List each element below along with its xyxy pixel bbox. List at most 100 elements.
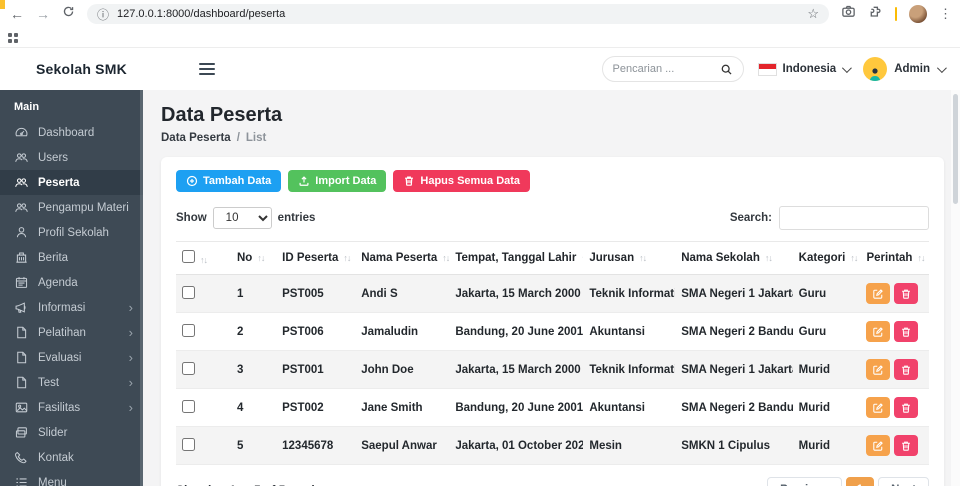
breadcrumb-current: List [245,132,267,144]
cell-tempat-tanggal-lahir: Bandung, 20 June 2001 [449,312,584,351]
column-header-label: Jurusan [589,252,635,264]
sidebar-item-pengampu-materi[interactable]: Pengampu Materi [0,195,143,220]
address-bar[interactable]: ⓘ 127.0.0.1:8000/dashboard/peserta ☆ [87,4,829,24]
cell-nama-peserta: Jane Smith [355,388,450,427]
sidebar-item-users[interactable]: Users [0,145,143,170]
header-search-input[interactable] [612,63,714,75]
browser-forward-icon[interactable]: → [36,6,50,22]
breadcrumb-root[interactable]: Data Peserta [161,132,231,144]
row-checkbox[interactable] [182,323,195,337]
sidebar-item-dashboard[interactable]: Dashboard [0,120,143,145]
sidebar-item-label: Users [38,151,69,164]
delete-row-button[interactable] [894,321,919,342]
chevron-down-icon [842,62,853,73]
sidebar-item-label: Peserta [38,176,80,189]
cell-no: 2 [230,312,277,351]
bookmarks-bar [0,28,960,48]
column-header-kategori[interactable]: Kategori ↑↓ [792,241,861,275]
sidebar-item-peserta[interactable]: Peserta [0,170,143,195]
browser-profile-avatar[interactable] [909,5,927,23]
column-header-label: ID Peserta [282,252,339,264]
column-header-tempat-tanggal-lahir[interactable]: Tempat, Tanggal Lahir ↑↓ [449,241,584,275]
column-header-nama-sekolah[interactable]: Nama Sekolah ↑↓ [675,241,793,275]
sidebar-item-evaluasi[interactable]: Evaluasi › [0,345,143,370]
header-search[interactable] [601,56,744,82]
language-selector[interactable]: Indonesia [757,62,853,76]
select-all-checkbox[interactable] [182,250,195,263]
sidebar-item-test[interactable]: Test › [0,370,143,395]
edit-row-button[interactable] [866,359,891,380]
sidebar-item-agenda[interactable]: Agenda [0,270,143,295]
row-checkbox[interactable] [182,437,195,451]
language-label: Indonesia [782,63,837,75]
bookmark-star-icon[interactable]: ☆ [807,6,819,21]
sidebar-item-profil-sekolah[interactable]: Profil Sekolah [0,220,143,245]
table-search-input[interactable] [779,206,929,230]
row-checkbox[interactable] [182,399,195,413]
cell-no: 3 [230,350,277,389]
cell-jurusan: Akuntansi [583,312,676,351]
upload-icon [299,176,309,186]
users-icon [14,200,29,215]
users-icon [14,150,29,165]
import-data-button[interactable]: Import Data [288,170,387,192]
sidebar-item-berita[interactable]: Berita [0,245,143,270]
site-info-icon[interactable]: ⓘ [97,7,110,22]
sidebar-item-informasi[interactable]: Informasi › [0,295,143,320]
delete-row-button[interactable] [894,397,919,418]
browser-reload-icon[interactable] [62,5,75,23]
sidebar-item-menu[interactable]: Menu [0,470,143,486]
cell-no: 1 [230,274,277,313]
scrollbar-thumb[interactable] [953,94,958,204]
apps-grid-icon[interactable] [8,32,18,43]
browser-back-icon[interactable]: ← [10,6,24,22]
cell-nama-peserta: Jamaludin [355,312,450,351]
column-header-jurusan[interactable]: Jurusan ↑↓ [583,241,676,275]
column-header-label: Nama Peserta [361,252,438,264]
hamburger-menu-icon[interactable] [198,63,215,75]
sidebar-item-label: Slider [38,426,68,439]
column-header-no[interactable]: No ↑↓ [230,241,277,275]
tab-color-sliver [0,0,5,9]
row-checkbox[interactable] [182,285,195,299]
page-scrollbar[interactable] [951,90,960,486]
extensions-icon[interactable] [868,4,883,24]
cell-tempat-tanggal-lahir: Jakarta, 15 March 2000 [449,274,584,313]
browser-menu-icon[interactable]: ⋮ [939,6,952,21]
sort-arrows-icon: ↑↓ [200,255,208,265]
column-header-id-peserta[interactable]: ID Peserta ↑↓ [276,241,356,275]
sort-arrows-icon: ↑↓ [581,253,583,263]
page-1-button[interactable]: 1 [845,477,875,486]
cell-perintah [860,312,929,351]
previous-page-button[interactable]: Previous [767,477,842,486]
sidebar-menu: Dashboard Users Peserta Pengampu Materi Prof… [0,120,143,486]
screenshot-icon[interactable] [841,4,856,24]
sidebar-item-kontak[interactable]: Kontak [0,445,143,470]
column-header-perintah[interactable]: Perintah ↑↓ [860,241,929,275]
edit-row-button[interactable] [866,321,891,342]
sidebar-item-pelatihan[interactable]: Pelatihan › [0,320,143,345]
add-data-button[interactable]: Tambah Data [176,170,282,192]
url-text[interactable]: 127.0.0.1:8000/dashboard/peserta [117,8,286,20]
sidebar-item-slider[interactable]: Slider [0,420,143,445]
cell-perintah [860,388,929,427]
edit-row-button[interactable] [866,435,891,456]
delete-row-button[interactable] [894,283,919,304]
edit-row-button[interactable] [866,397,891,418]
column-header-nama-peserta[interactable]: Nama Peserta ↑↓ [355,241,450,275]
edit-row-button[interactable] [866,283,891,304]
sidebar-item-label: Menu [38,476,67,486]
next-page-button[interactable]: Next [878,477,929,486]
row-checkbox[interactable] [182,361,195,375]
sidebar-item-fasilitas[interactable]: Fasilitas › [0,395,143,420]
user-menu[interactable]: Admin [863,57,947,81]
delete-row-button[interactable] [894,435,919,456]
brand-logo[interactable]: Sekolah SMK [36,61,127,77]
table-row: 2 PST006 Jamaludin Bandung, 20 June 2001 Aku… [176,312,929,351]
delete-row-button[interactable] [894,359,919,380]
sidebar-item-label: Dashboard [38,126,95,139]
delete-all-button[interactable]: Hapus Semua Data [393,170,531,192]
page-length-select[interactable]: 10 [212,207,272,229]
select-all-header[interactable]: ↑↓ [176,241,231,275]
cell-kategori: Murid [792,388,861,427]
